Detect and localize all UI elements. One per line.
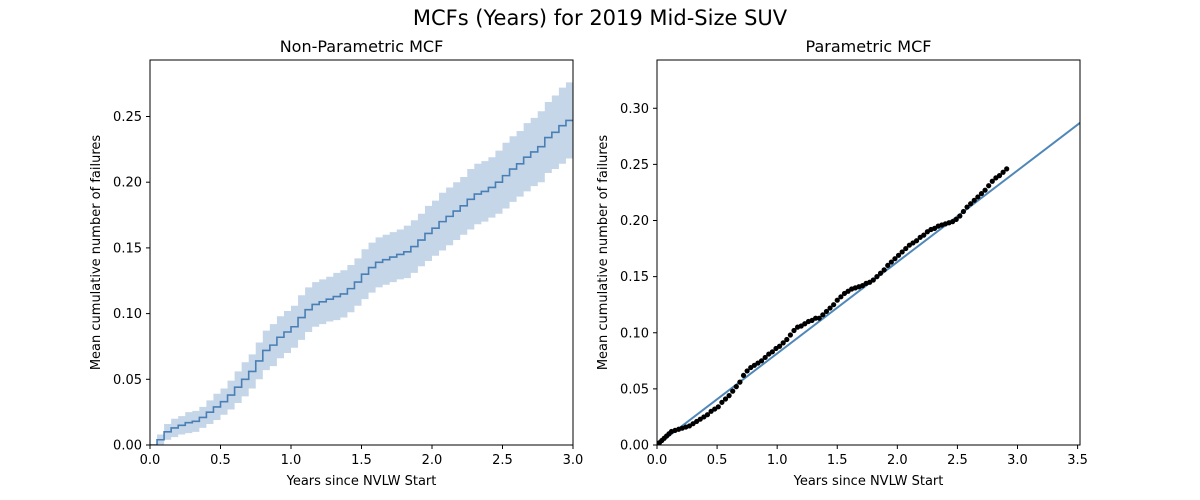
x-tick-label: 0.5 xyxy=(707,453,728,468)
data-point xyxy=(740,372,747,379)
data-point xyxy=(834,297,840,303)
data-point xyxy=(823,308,830,315)
data-point xyxy=(892,256,898,262)
data-point xyxy=(722,396,729,402)
data-point xyxy=(989,178,995,184)
data-point xyxy=(704,412,711,418)
y-tick-label: 0.00 xyxy=(620,439,649,454)
data-point xyxy=(780,340,786,346)
data-point xyxy=(986,183,992,189)
x-tick-label: 3.0 xyxy=(563,453,584,468)
y-tick-label: 0.15 xyxy=(620,270,649,285)
x-tick-label: 2.0 xyxy=(887,453,908,468)
data-point xyxy=(982,187,988,193)
x-tick-label: 0.0 xyxy=(647,453,668,468)
data-point xyxy=(874,274,880,280)
data-point xyxy=(903,245,909,252)
x-tick-label: 1.0 xyxy=(281,453,302,468)
chart-1: 0.0 0.5 1.0 1.5 2.0 2.5 3.0 0.00 0.05 0.10 0.15 0.2… xyxy=(89,37,583,489)
data-point xyxy=(1004,166,1010,172)
plot-data xyxy=(150,79,573,445)
data-point xyxy=(831,302,837,308)
y-tick-label: 0.00 xyxy=(113,439,142,454)
data-point xyxy=(885,262,891,269)
data-point xyxy=(813,315,819,321)
x-tick-label: 2.5 xyxy=(492,453,513,468)
data-point xyxy=(784,336,790,343)
data-point xyxy=(870,277,876,283)
y-tick-label: 0.15 xyxy=(113,241,142,256)
data-point xyxy=(975,194,981,200)
data-point xyxy=(968,201,974,207)
data-point xyxy=(820,312,826,318)
data-point xyxy=(921,232,927,238)
data-point xyxy=(791,327,797,334)
x-tick-label: 1.5 xyxy=(351,453,372,468)
data-point xyxy=(960,208,967,215)
y-tick-label: 0.10 xyxy=(620,326,649,341)
data-point xyxy=(996,173,1003,179)
x-axis-label: Years since NVLW Start xyxy=(286,474,437,489)
data-point xyxy=(726,393,732,399)
y-tick-label: 0.25 xyxy=(620,158,649,173)
mcf-step-line xyxy=(150,119,573,445)
confidence-band xyxy=(150,79,573,445)
plot-frame xyxy=(656,59,1081,446)
data-point xyxy=(762,354,768,361)
x-tick-label: 0.5 xyxy=(210,453,231,468)
y-tick-label: 0.10 xyxy=(113,307,142,322)
x-tick-label: 2.5 xyxy=(947,453,968,468)
data-point xyxy=(787,332,793,338)
chart-title: Non-Parametric MCF xyxy=(280,37,444,56)
data-point xyxy=(899,249,905,255)
data-point xyxy=(957,213,963,219)
data-point xyxy=(888,259,894,265)
y-axis-label: Mean cumulative number of failures xyxy=(596,135,611,371)
x-tick-label: 2.0 xyxy=(422,453,443,468)
data-point xyxy=(971,197,977,203)
x-tick-label: 0.0 xyxy=(140,453,161,468)
data-point xyxy=(737,379,743,385)
y-tick-label: 0.20 xyxy=(113,176,142,191)
data-point xyxy=(827,305,833,311)
y-tick-label: 0.05 xyxy=(113,373,142,388)
data-point xyxy=(877,270,884,276)
data-point xyxy=(1000,169,1006,175)
data-point xyxy=(744,368,750,374)
chart-2: 0.0 0.5 1.0 1.5 2.0 2.5 3.0 3.5 0.00 0.05 0.10 0.15… xyxy=(596,37,1088,489)
x-tick-label: 3.5 xyxy=(1067,453,1088,468)
data-point xyxy=(769,349,775,355)
data-point xyxy=(776,343,783,349)
data-point xyxy=(733,384,739,390)
data-point xyxy=(953,216,959,222)
chart-title: Parametric MCF xyxy=(806,37,932,56)
data-point xyxy=(964,204,970,210)
data-point xyxy=(758,358,765,364)
y-tick-label: 0.05 xyxy=(620,382,649,397)
x-axis-label: Years since NVLW Start xyxy=(793,474,944,489)
y-tick-label: 0.30 xyxy=(620,102,649,117)
data-point xyxy=(719,399,725,405)
plot-data xyxy=(657,122,1080,445)
x-tick-label: 1.5 xyxy=(827,453,848,468)
y-tick-label: 0.25 xyxy=(113,110,142,125)
y-tick-label: 0.20 xyxy=(620,214,649,229)
figure-suptitle: MCFs (Years) for 2019 Mid-Size SUV xyxy=(412,6,788,30)
data-point xyxy=(816,315,822,321)
data-point xyxy=(881,267,887,273)
data-point xyxy=(913,238,920,244)
data-point xyxy=(730,388,736,394)
data-point xyxy=(895,252,902,258)
data-point xyxy=(715,404,721,410)
data-point xyxy=(978,190,985,197)
y-axis-label: Mean cumulative number of failures xyxy=(89,135,104,371)
data-point xyxy=(838,294,844,300)
x-tick-label: 3.0 xyxy=(1007,453,1028,468)
x-tick-label: 1.0 xyxy=(767,453,788,468)
